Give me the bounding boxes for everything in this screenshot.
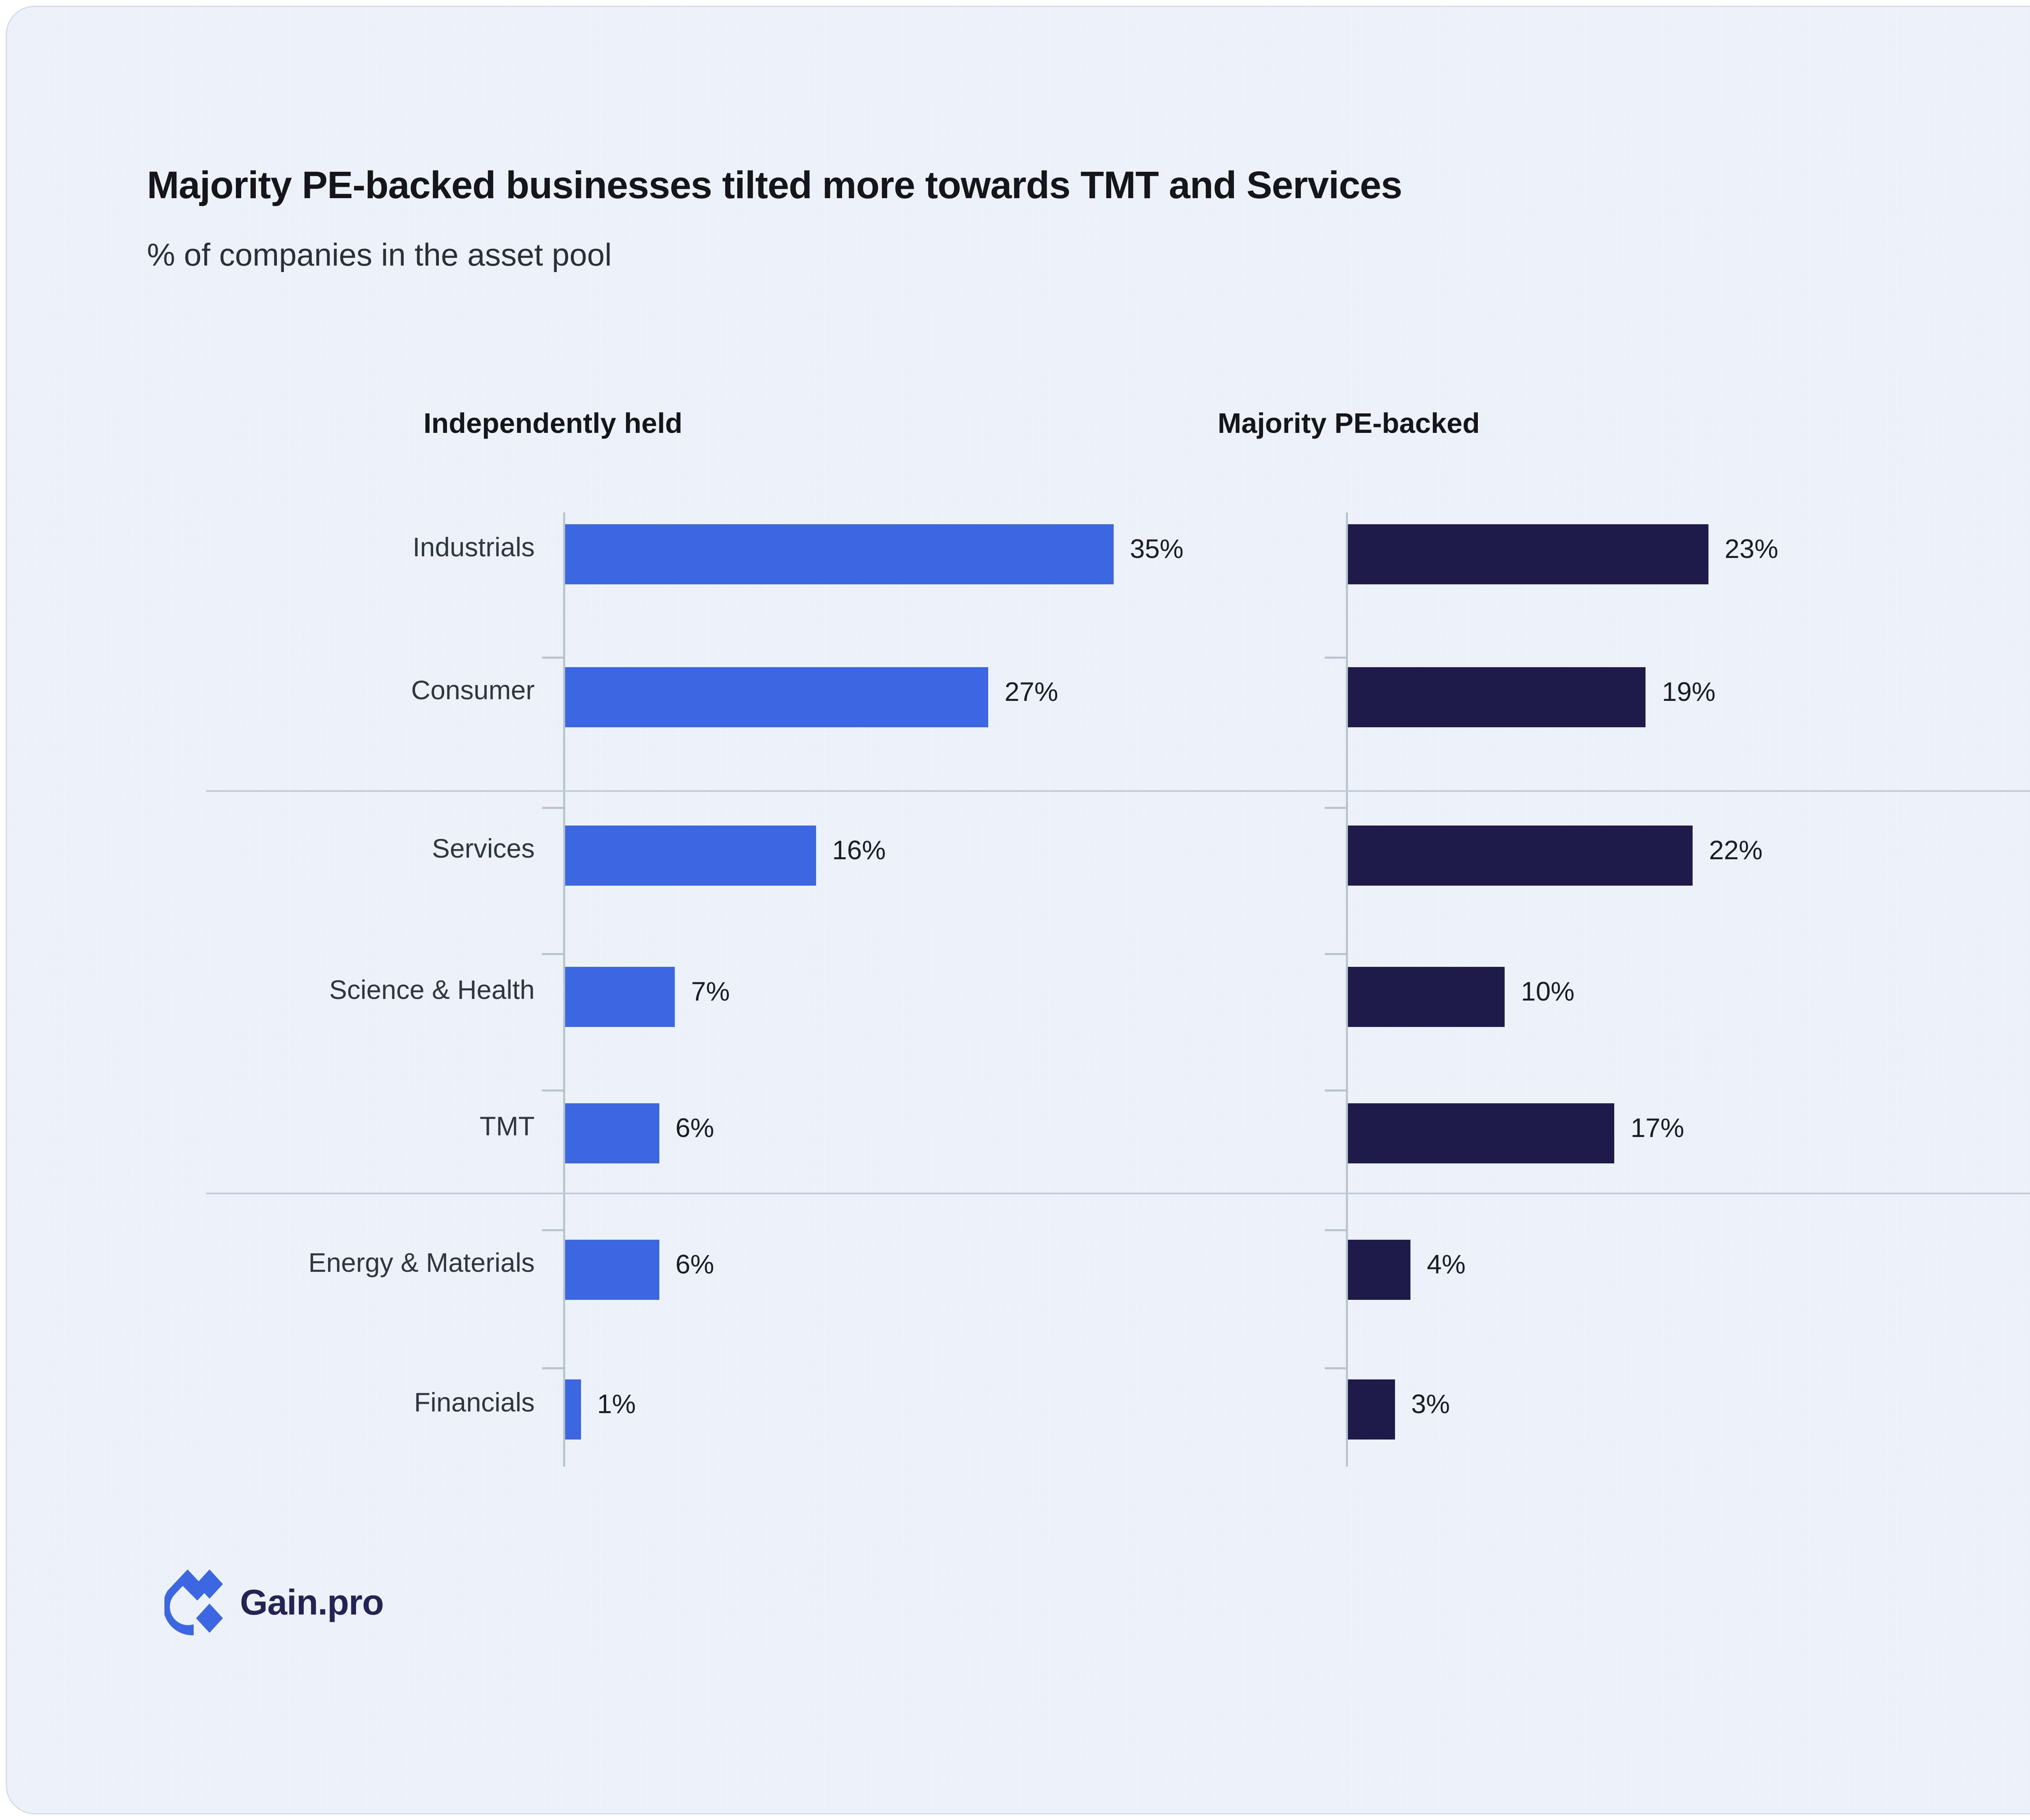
value-label-majority-pe-backed-2: 22%: [1709, 835, 1763, 865]
chart-plot-area: Industrials Consumer Services Science & Hea…: [7, 7, 2030, 1813]
row-label-science-health: Science & Health: [329, 975, 535, 1005]
bar-independently-held-6: [565, 1379, 581, 1440]
axis-tick: [542, 807, 563, 809]
axis-line-majority-pe-backed: [1346, 512, 1348, 1467]
value-label-majority-pe-backed-6: 3%: [1411, 1389, 1450, 1419]
axis-tick: [1325, 657, 1346, 659]
group-separator-1: [206, 790, 2030, 792]
gain-pro-droplet-icon: [164, 1569, 223, 1636]
value-label-difference-5: -2%: [7, 1249, 2030, 1280]
axis-tick: [1325, 1367, 1346, 1369]
bar-independently-held-0: [565, 524, 1114, 584]
column-header-independently-held: Independently held: [423, 407, 682, 439]
bar-independently-held-2: [565, 826, 816, 886]
bar-majority-pe-backed-0: [1348, 524, 1708, 584]
value-label-majority-pe-backed-3: 10%: [1521, 976, 1575, 1006]
value-label-majority-pe-backed-4: 17%: [1630, 1113, 1684, 1143]
bar-independently-held-1: [565, 667, 989, 727]
gain-pro-logo: Gain.pro: [164, 1568, 384, 1636]
axis-tick: [542, 1229, 563, 1231]
axis-tick: [1325, 953, 1346, 955]
value-label-independently-held-4: 6%: [675, 1113, 714, 1143]
bar-majority-pe-backed-4: [1348, 1103, 1615, 1163]
bar-majority-pe-backed-6: [1348, 1379, 1395, 1440]
value-label-independently-held-6: 1%: [597, 1389, 636, 1419]
row-label-services: Services: [432, 833, 535, 863]
value-label-majority-pe-backed-1: 19%: [1662, 677, 1716, 707]
logo-text: Gain.pro: [240, 1582, 384, 1622]
row-label-financials: Financials: [414, 1387, 535, 1417]
chart-card: Majority PE-backed businesses tilted mor…: [6, 6, 2030, 1814]
value-label-independently-held-0: 35%: [1130, 534, 1184, 564]
value-label-independently-held-2: 16%: [832, 835, 886, 865]
value-label-majority-pe-backed-0: 23%: [1724, 534, 1778, 564]
axis-tick: [1325, 1089, 1346, 1092]
axis-tick: [1325, 807, 1346, 809]
bar-independently-held-4: [565, 1103, 659, 1163]
axis-tick: [542, 1089, 563, 1092]
axis-tick: [1325, 1229, 1346, 1231]
group-separator-2: [206, 1193, 2030, 1194]
bar-majority-pe-backed-2: [1348, 826, 1693, 886]
axis-tick: [542, 657, 563, 659]
bar-majority-pe-backed-1: [1348, 667, 1646, 727]
bar-independently-held-3: [565, 967, 675, 1027]
axis-line-independently-held: [563, 512, 565, 1467]
value-label-independently-held-1: 27%: [1004, 677, 1058, 707]
axis-tick: [542, 953, 563, 955]
value-label-independently-held-5: 6%: [675, 1249, 714, 1279]
row-label-industrials: Industrials: [412, 532, 535, 562]
row-label-energy-materials: Energy & Materials: [308, 1247, 535, 1277]
row-label-consumer: Consumer: [411, 675, 535, 705]
value-label-difference-1: -8%: [7, 676, 2030, 707]
page-subtitle: % of companies in the asset pool: [147, 237, 612, 272]
value-label-independently-held-3: 7%: [691, 976, 730, 1006]
page-title: Majority PE-backed businesses tilted mor…: [147, 164, 1402, 207]
value-label-majority-pe-backed-5: 4%: [1427, 1249, 1466, 1279]
row-label-tmt: TMT: [479, 1111, 535, 1141]
bar-majority-pe-backed-3: [1348, 967, 1505, 1027]
bar-majority-pe-backed-5: [1348, 1240, 1411, 1300]
column-header-majority-pe-backed: Majority PE-backed: [1218, 407, 1480, 439]
value-label-difference-0: -11%: [7, 533, 2030, 564]
bar-independently-held-5: [565, 1240, 659, 1300]
axis-tick: [542, 1367, 563, 1369]
